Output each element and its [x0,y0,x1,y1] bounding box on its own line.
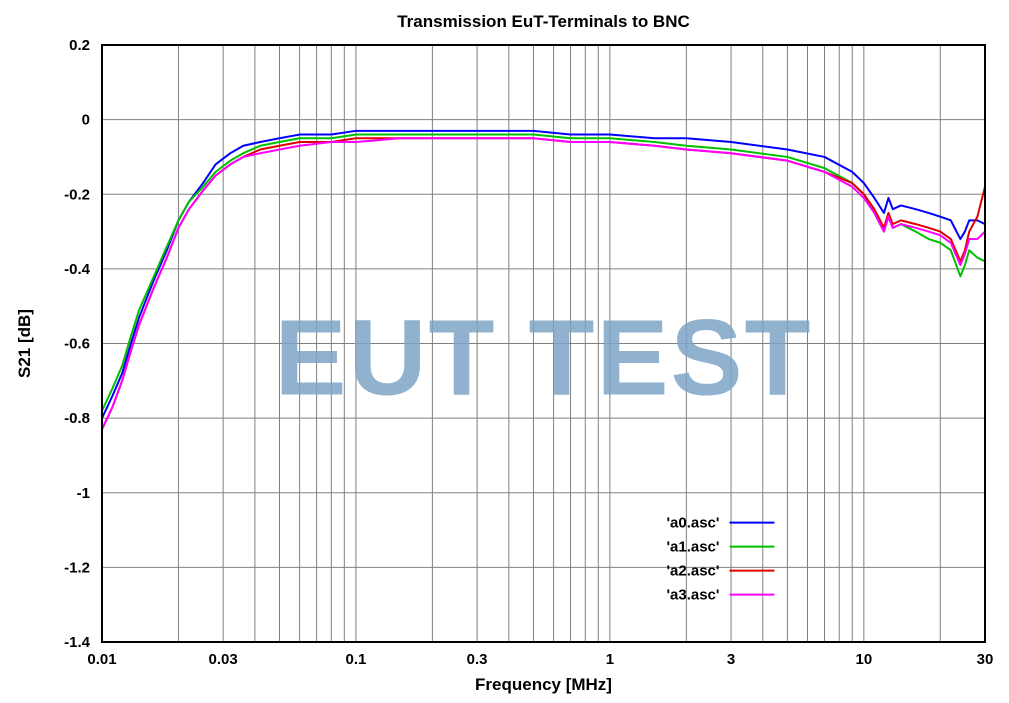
y-tick-label: 0.2 [69,37,90,54]
y-tick-label: -0.2 [64,186,90,203]
y-tick-label: -0.4 [64,261,91,278]
x-tick-label: 0.01 [87,651,116,668]
legend-label: 'a1.asc' [666,539,719,556]
chart-title: Transmission EuT-Terminals to BNC [397,12,690,31]
y-tick-label: -0.8 [64,410,90,427]
x-tick-label: 0.1 [346,651,367,668]
x-tick-label: 0.03 [209,651,238,668]
x-axis-label: Frequency [MHz] [475,675,612,694]
legend-label: 'a2.asc' [666,563,719,580]
chart-container: EUT TEST 0.01 0.03 0.1 0.3 1 3 10 30 0.2 0 -0.2 -0.4… [0,0,1009,703]
y-tick-label: 0 [82,112,90,129]
chart-svg: EUT TEST 0.01 0.03 0.1 0.3 1 3 10 30 0.2 0 -0.2 -0.4… [0,0,1009,703]
y-tick-label: -0.6 [64,336,90,353]
y-axis-label: S21 [dB] [15,309,34,378]
legend-label: 'a0.asc' [666,515,719,532]
x-tick-label: 3 [727,651,735,668]
y-tick-label: -1.4 [64,634,91,651]
x-tick-label: 0.3 [467,651,488,668]
legend-label: 'a3.asc' [666,587,719,604]
y-tick-label: -1.2 [64,559,90,576]
x-tick-label: 10 [855,651,872,668]
watermark: EUT TEST [274,296,812,417]
x-tick-label: 30 [977,651,994,668]
legend: 'a0.asc' 'a1.asc' 'a2.asc' 'a3.asc' [666,515,774,604]
x-tick-label: 1 [606,651,614,668]
y-tick-label: -1 [77,485,90,502]
